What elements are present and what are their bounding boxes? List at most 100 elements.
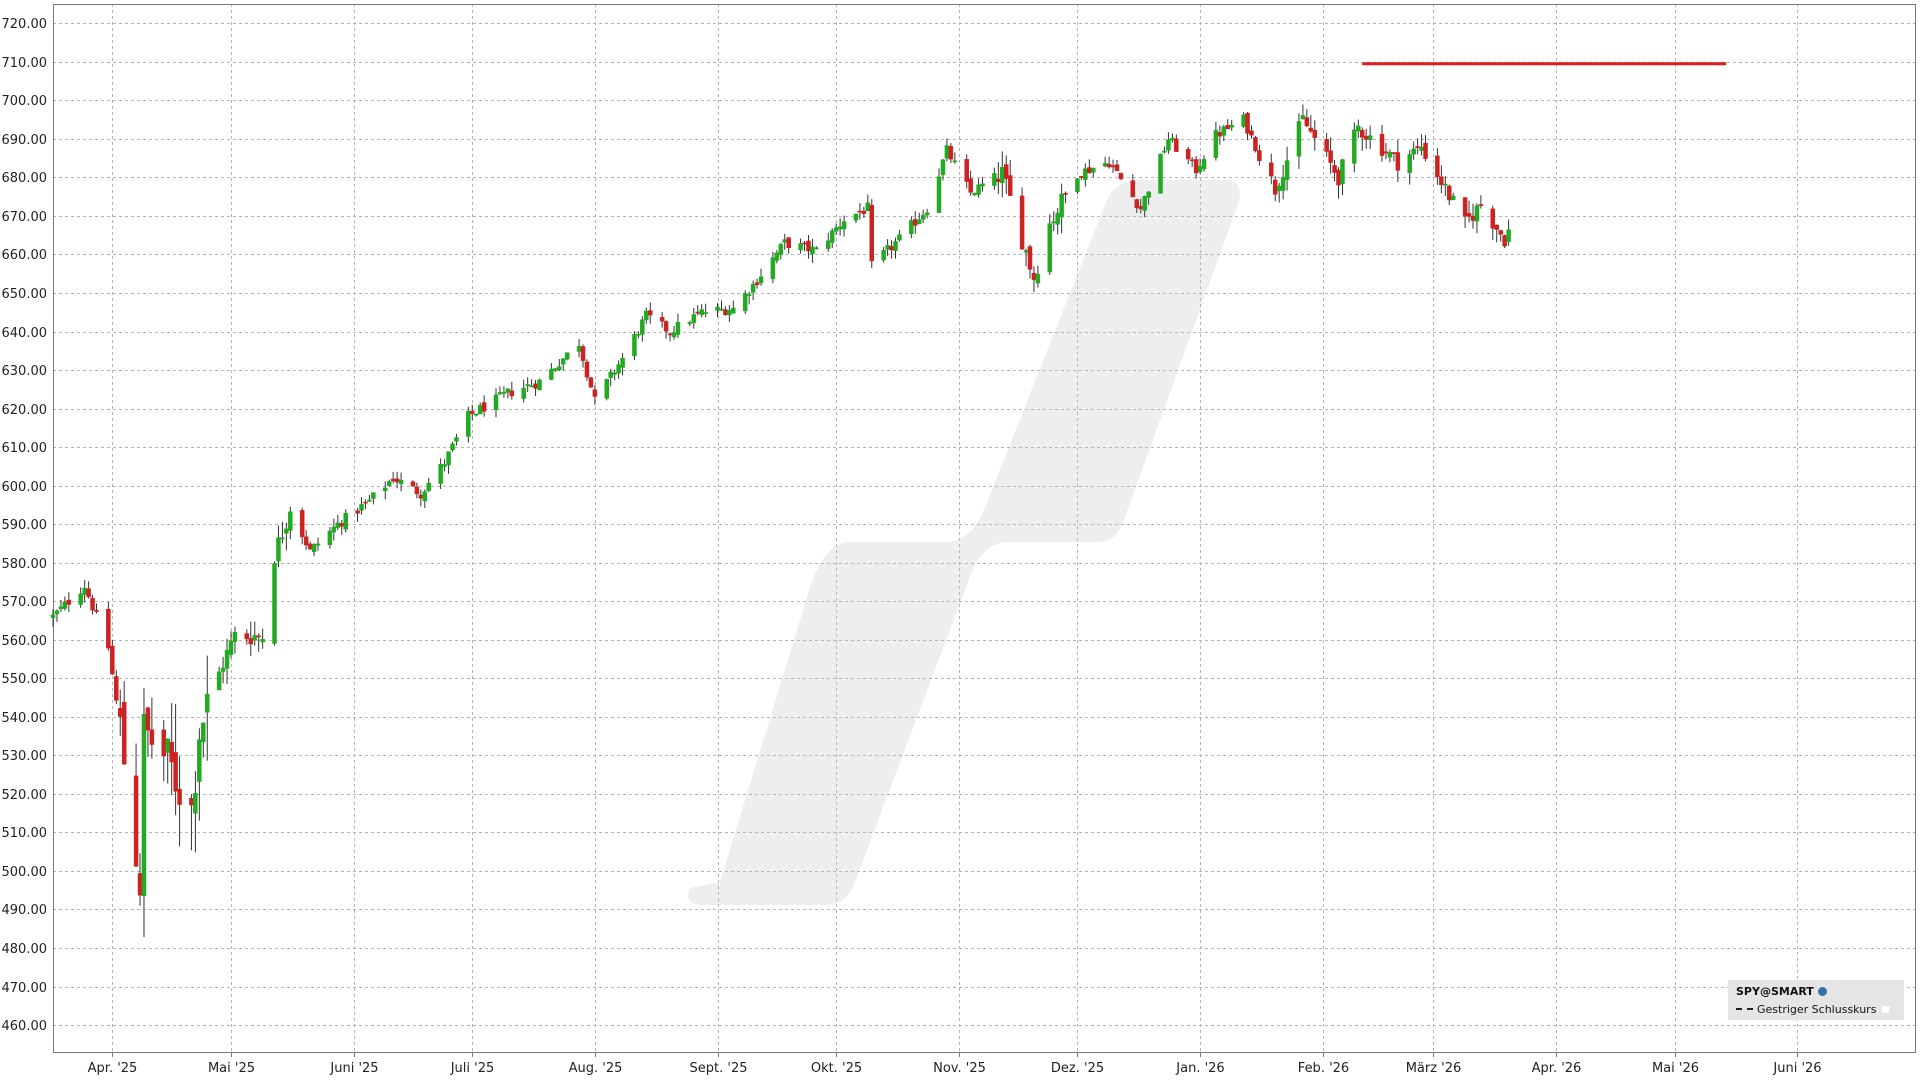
x-tick-label: Juli '25 [450, 1061, 495, 1076]
y-tick-label: 490.00 [2, 903, 48, 918]
candle-up [473, 413, 479, 416]
y-tick-label: 560.00 [2, 634, 48, 649]
candle-down [1027, 246, 1033, 270]
candle-up [521, 387, 526, 399]
candle-up [1450, 195, 1456, 201]
candle-up [501, 391, 507, 394]
candle-up [343, 512, 348, 530]
candle-down [1193, 159, 1199, 174]
candle-up [1296, 121, 1302, 157]
candle-up [327, 530, 333, 545]
candle-up [1443, 183, 1448, 186]
candle-down [1391, 152, 1397, 154]
candle-up [853, 213, 859, 221]
candle-up [1035, 273, 1041, 284]
candle-down [121, 701, 127, 765]
legend-toggle-icon[interactable] [1882, 1006, 1890, 1013]
candle-down [66, 599, 72, 605]
candle-down [1106, 164, 1112, 168]
legend-entry: Gestriger Schlusskurs [1736, 1003, 1890, 1016]
candle-down [256, 635, 261, 638]
candle-up [564, 352, 570, 360]
candle-up [450, 443, 455, 451]
candle-up [798, 243, 803, 251]
candle-up [719, 308, 724, 311]
candle-up [442, 464, 447, 467]
candle-up [1162, 150, 1167, 153]
candle-up [1142, 196, 1147, 211]
y-tick-label: 500.00 [2, 865, 48, 880]
candle-down [363, 501, 368, 504]
candle-up [1197, 165, 1203, 173]
candle-up [50, 614, 56, 619]
candle-up [1474, 205, 1480, 222]
plot-border [53, 4, 1916, 1053]
watermark-shape [688, 180, 1240, 905]
candle-down [1379, 134, 1385, 156]
candle-up [1241, 114, 1246, 127]
candle-up [272, 563, 277, 644]
candle-down [1019, 195, 1025, 250]
candle-up [636, 333, 641, 336]
candle-up [220, 667, 226, 672]
candle-up [782, 239, 788, 243]
candle-up [62, 601, 68, 609]
candle-up [814, 247, 819, 250]
candle-up [691, 314, 697, 323]
candle-up [916, 219, 922, 224]
candle-down [1217, 132, 1223, 137]
candle-up [537, 379, 542, 390]
candle-up [493, 394, 499, 410]
candle-down [410, 481, 416, 487]
candle-down [1031, 272, 1037, 281]
candle-down [663, 321, 669, 332]
candle-down [1324, 139, 1329, 152]
candle-down [481, 402, 487, 412]
candle-up [770, 257, 776, 279]
y-tick-label: 470.00 [2, 981, 48, 996]
candle-down [1383, 151, 1389, 154]
legend-symbol-text: SPY@SMART [1736, 985, 1814, 998]
candle-up [1166, 139, 1171, 151]
candle-up [1158, 153, 1163, 194]
candle-up [1284, 160, 1290, 180]
candle-down [110, 645, 115, 675]
candle-up [1047, 223, 1053, 273]
candle-up [560, 358, 566, 365]
candle-up [632, 334, 637, 357]
candle-down [1110, 165, 1116, 168]
candle-up [897, 234, 902, 241]
candle-up [438, 463, 443, 484]
candle-down [94, 610, 99, 612]
candle-down [470, 410, 475, 414]
candle-up [260, 638, 265, 643]
candle-down [1462, 197, 1468, 217]
candle-up [553, 368, 558, 371]
legend-symbol: SPY@SMART [1736, 985, 1827, 998]
candle-up [367, 499, 372, 502]
y-tick-label: 580.00 [2, 557, 48, 572]
candle-up [82, 587, 87, 595]
candle-up [980, 183, 985, 187]
candle-up [1411, 148, 1416, 155]
candle-down [248, 638, 254, 645]
candle-down [114, 676, 119, 701]
candle-up [422, 491, 428, 502]
candle-up [620, 357, 625, 368]
candle-down [1245, 112, 1250, 134]
candle-up [829, 230, 835, 243]
y-tick-label: 540.00 [2, 711, 48, 726]
candle-up [446, 451, 451, 466]
candle-down [723, 309, 728, 316]
candle-up [1356, 125, 1361, 132]
y-tick-label: 650.00 [2, 287, 48, 302]
candle-up [359, 504, 364, 511]
candle-down [1272, 179, 1278, 195]
y-tick-label: 550.00 [2, 672, 48, 687]
candle-down [1312, 129, 1318, 138]
candle-down [1189, 159, 1195, 162]
candle-down [659, 317, 665, 322]
candle-up [675, 322, 681, 335]
candle-down [1415, 146, 1420, 148]
